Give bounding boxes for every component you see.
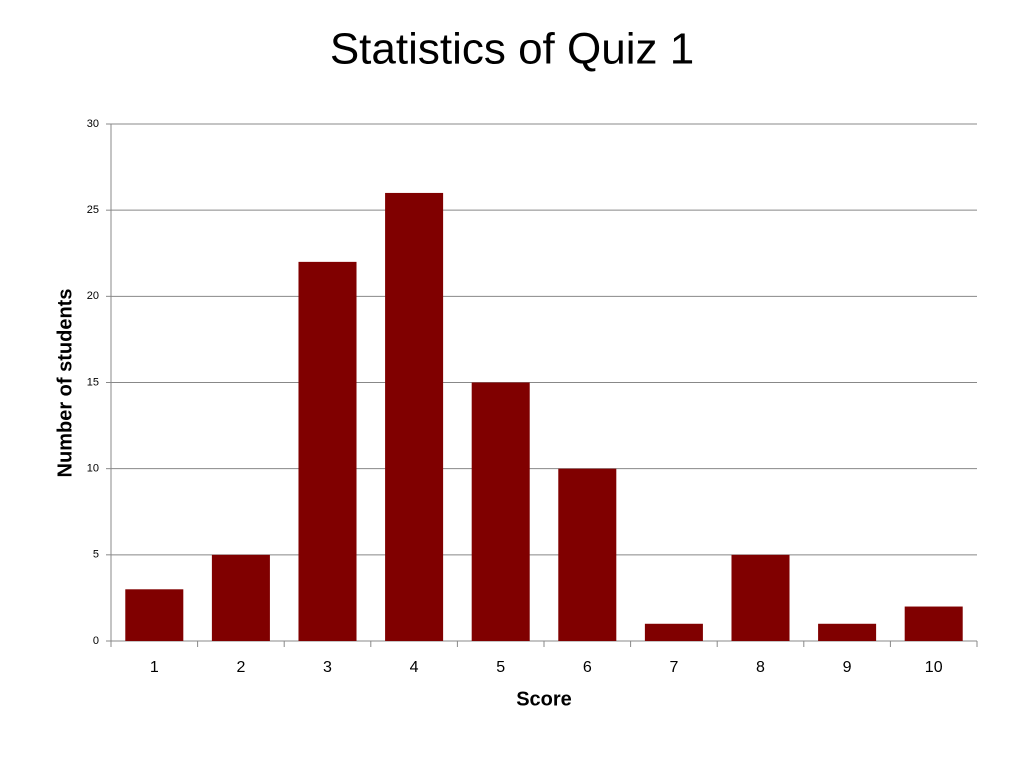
- x-tick-label: 9: [843, 659, 852, 676]
- x-axis-label: Score: [516, 688, 572, 710]
- x-tick-label: 6: [583, 659, 592, 676]
- bar: [558, 468, 617, 641]
- bar: [731, 554, 790, 641]
- y-tick-label: 10: [87, 463, 99, 475]
- y-tick-label: 20: [87, 290, 99, 302]
- bar: [471, 382, 530, 641]
- bar: [644, 623, 703, 641]
- y-tick-label: 25: [87, 204, 99, 216]
- y-tick-label: 30: [87, 118, 99, 130]
- bar: [125, 589, 184, 641]
- x-tick-label: 8: [756, 659, 765, 676]
- bar: [385, 192, 444, 641]
- y-tick-label: 5: [93, 549, 99, 561]
- chart-title: Statistics of Quiz 1: [330, 25, 694, 74]
- bar: [818, 623, 877, 641]
- x-tick-label: 4: [410, 659, 419, 676]
- y-tick-label: 0: [93, 635, 99, 647]
- bar: [298, 261, 357, 641]
- bar: [904, 606, 963, 641]
- x-tick-label: 7: [669, 659, 678, 676]
- x-tick-label: 5: [496, 659, 505, 676]
- bar: [211, 554, 270, 641]
- x-tick-label: 10: [925, 659, 943, 676]
- x-tick-label: 1: [150, 659, 159, 676]
- x-tick-label: 3: [323, 659, 332, 676]
- x-tick-label: 2: [236, 659, 245, 676]
- y-tick-label: 15: [87, 376, 99, 388]
- y-axis-label: Number of students: [54, 289, 76, 478]
